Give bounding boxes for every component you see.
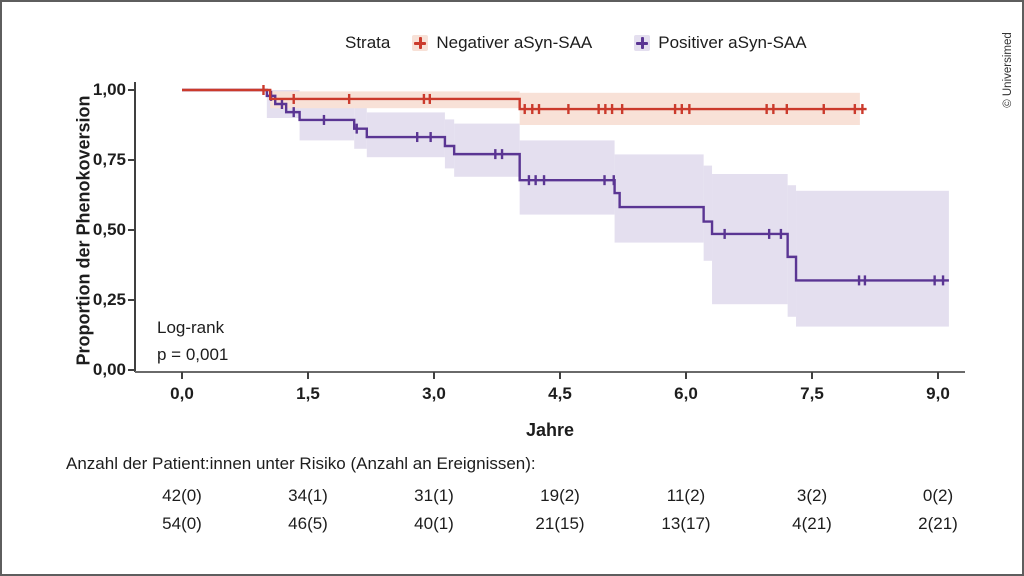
risk-cell: 46(5) (288, 514, 328, 533)
ci-band (796, 190, 949, 327)
y-tick-label: 0,00 (92, 360, 126, 379)
x-axis-title: Jahre (525, 420, 575, 440)
risk-cell: 11(2) (666, 486, 706, 505)
legend-title: Strata (345, 33, 391, 52)
logrank-annotation: Log-rank p = 0,001 (157, 314, 228, 368)
ci-band (454, 123, 520, 177)
legend: Strata Negativer aSyn-SAA Positiver aSyn… (345, 32, 849, 54)
legend-item-negative: Negativer aSyn-SAA (412, 33, 592, 53)
ci-band (787, 185, 797, 317)
copyright-label: © Universimed (1002, 32, 1014, 108)
x-tick-label: 4,5 (548, 384, 572, 403)
y-tick-label: 0,25 (92, 290, 126, 309)
legend-item-positive: Positiver aSyn-SAA (634, 33, 807, 53)
logrank-line1: Log-rank (157, 318, 225, 337)
x-tick-label: 9,0 (926, 384, 950, 403)
risk-cell: 40(1) (414, 514, 454, 533)
ci-band (366, 112, 445, 158)
x-tick-label: 3,0 (422, 384, 446, 403)
risk-cell: 54(0) (162, 514, 202, 533)
y-tick-label: 1,00 (92, 80, 126, 99)
legend-label-positive: Positiver aSyn-SAA (658, 33, 807, 52)
risk-cell: 2(21) (918, 514, 958, 533)
risk-table-header: Anzahl der Patient:innen unter Risiko (A… (66, 454, 536, 473)
plus-icon (412, 35, 429, 51)
risk-cell: 19(2) (540, 486, 580, 505)
risk-cell: 34(1) (288, 486, 328, 505)
ci-band (444, 119, 455, 169)
y-tick-label: 0,50 (92, 220, 126, 239)
risk-cell: 3(2) (796, 486, 828, 505)
plus-icon (634, 35, 651, 51)
x-tick-label: 0,0 (170, 384, 194, 403)
risk-cell: 21(15) (535, 514, 585, 533)
km-chart-svg (128, 82, 965, 379)
risk-cell: 0(2) (922, 486, 954, 505)
x-tick-label: 1,5 (296, 384, 320, 403)
km-curve (182, 88, 867, 111)
logrank-line2: p = 0,001 (157, 345, 229, 364)
km-curve (182, 88, 949, 282)
risk-cell: 13(17) (661, 514, 711, 533)
y-tick-label: 0,75 (92, 150, 126, 169)
legend-label-negative: Negativer aSyn-SAA (436, 33, 593, 52)
risk-cell: 42(0) (162, 486, 202, 505)
ci-band (712, 174, 788, 305)
risk-cell: 31(1) (414, 486, 454, 505)
ci-band (614, 154, 704, 243)
x-tick-label: 7,5 (800, 384, 824, 403)
ci-band (703, 165, 713, 261)
x-tick-label: 6,0 (674, 384, 698, 403)
risk-cell: 4(21) (792, 514, 832, 533)
